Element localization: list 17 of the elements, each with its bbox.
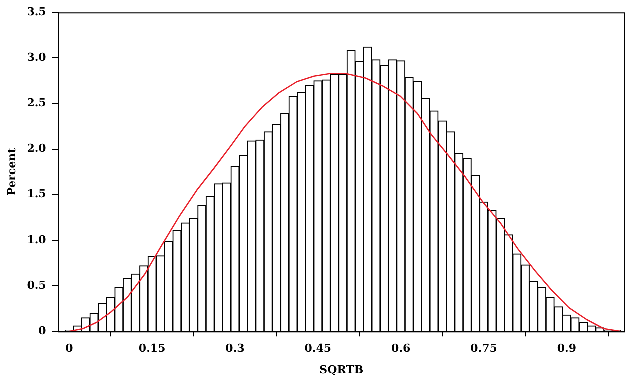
y-tick-label: 2.0 <box>27 142 47 156</box>
x-tick-label: 0.9 <box>557 342 577 356</box>
y-axis-title: Percent <box>5 147 18 196</box>
y-tick-label: 3.5 <box>27 5 46 18</box>
y-tick-label: 3.0 <box>27 51 47 64</box>
y-tick-label: 1.0 <box>27 233 47 246</box>
x-tick-label: 0.75 <box>470 342 498 356</box>
x-axis-title: SQRTB <box>320 363 364 376</box>
y-tick-label: 0.5 <box>27 278 46 292</box>
y-tick-label: 2.5 <box>27 96 46 110</box>
x-tick-label: 0.15 <box>138 342 166 356</box>
y-tick-label: 0 <box>38 324 47 338</box>
y-tick-label: 1.5 <box>27 188 46 201</box>
x-tick-label: 0.6 <box>392 342 412 356</box>
x-tick-label: 0.3 <box>226 342 245 356</box>
x-tick-label: 0 <box>66 342 74 356</box>
x-tick-label: 0.45 <box>304 342 332 356</box>
